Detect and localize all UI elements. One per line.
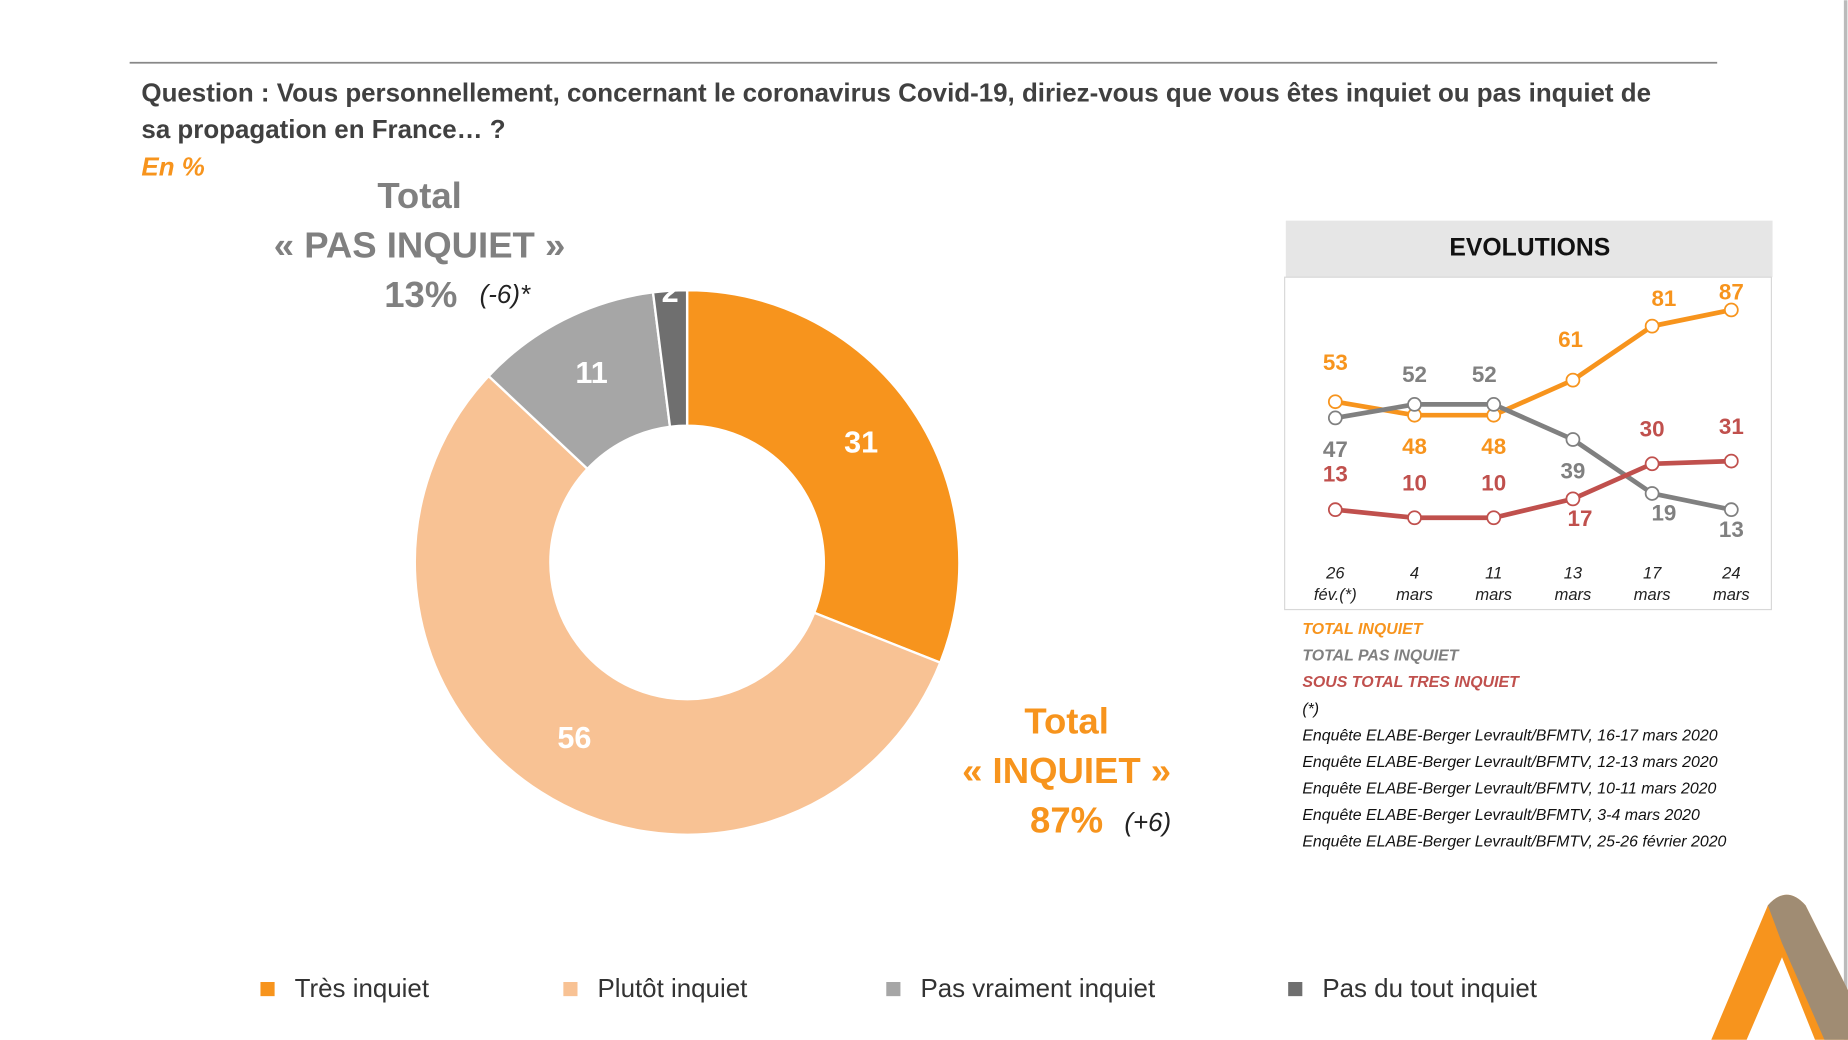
evolutions-header [1285, 220, 1773, 278]
slice-label: 11 [575, 356, 607, 390]
x-tick-label: 26 [1325, 565, 1345, 583]
x-tick-label: mars [1713, 586, 1750, 604]
question-line-1: Question : Vous personnellement, concern… [141, 79, 1651, 107]
annotation-name: « INQUIET » [962, 750, 1171, 791]
data-label: 87 [1719, 279, 1744, 304]
data-label: 52 [1402, 362, 1427, 387]
slice-label: 56 [557, 721, 591, 755]
data-label: 17 [1568, 506, 1593, 531]
point-marker [1327, 394, 1343, 410]
legend-label: Très inquiet [295, 975, 430, 1003]
legend-swatch [886, 982, 901, 997]
annotation-label: Total [377, 175, 462, 216]
series-line [1334, 307, 1732, 418]
point-marker [1565, 372, 1581, 388]
source-note: (*) [1302, 701, 1319, 718]
annotation-value: 13% [384, 274, 457, 315]
legend-label: SOUS TOTAL TRES INQUIET [1302, 674, 1520, 691]
evolutions-title: EVOLUTIONS [1449, 234, 1610, 261]
source-note: Enquête ELABE-Berger Levrault/BFMTV, 12-… [1302, 754, 1717, 771]
annotation-change: (+6) [1124, 809, 1171, 837]
series-line [1335, 458, 1732, 521]
point-marker [1723, 453, 1739, 469]
x-tick-label: 13 [1564, 565, 1583, 583]
point-marker [1486, 397, 1502, 412]
x-tick-label: mars [1475, 586, 1512, 604]
annotation-label: Total [1024, 701, 1109, 742]
data-label: 10 [1402, 471, 1427, 496]
donut-slice [413, 374, 942, 836]
point-marker [1644, 456, 1660, 472]
annotation-name: « PAS INQUIET » [274, 224, 566, 265]
series-line [1334, 402, 1732, 512]
point-marker [1644, 486, 1660, 501]
x-tick-label: 24 [1721, 565, 1740, 583]
point-marker [1565, 491, 1581, 507]
point-marker [1644, 318, 1660, 334]
evolutions-frame [1284, 276, 1772, 611]
legend-swatch [563, 982, 578, 997]
x-tick-label: 11 [1485, 565, 1502, 583]
x-tick-label: 4 [1410, 565, 1419, 583]
legend-label: Pas du tout inquiet [1322, 975, 1537, 1003]
legend-label: TOTAL INQUIET [1302, 621, 1423, 638]
data-label: 48 [1402, 434, 1427, 459]
legend-label: TOTAL PAS INQUIET [1302, 647, 1459, 664]
data-label: 48 [1481, 434, 1506, 459]
unit-note: En % [141, 154, 204, 182]
data-label: 39 [1560, 458, 1585, 483]
x-tick-label: mars [1396, 586, 1433, 604]
data-label: 30 [1640, 417, 1665, 442]
slice-label: 31 [844, 425, 878, 459]
x-tick-label: mars [1555, 586, 1592, 604]
point-marker [1327, 502, 1343, 518]
data-label: 10 [1481, 471, 1506, 496]
legend-label: Pas vraiment inquiet [920, 975, 1156, 1003]
data-label: 53 [1323, 350, 1348, 375]
slice-label: 2 [662, 275, 679, 309]
data-label: 47 [1323, 437, 1348, 462]
source-note: Enquête ELABE-Berger Levrault/BFMTV, 16-… [1302, 727, 1717, 744]
data-label: 61 [1558, 327, 1583, 352]
point-marker [1565, 432, 1581, 447]
annotation-change: (-6)* [480, 281, 531, 309]
donut-slice [685, 288, 961, 665]
data-label: 19 [1651, 501, 1676, 526]
point-marker [1407, 397, 1422, 412]
legend-swatch [1288, 982, 1303, 997]
source-note: Enquête ELABE-Berger Levrault/BFMTV, 10-… [1302, 781, 1716, 798]
data-label: 13 [1719, 517, 1744, 542]
point-marker [1486, 510, 1502, 526]
data-label: 31 [1719, 414, 1744, 439]
logo-shape [1767, 894, 1848, 1040]
data-label: 13 [1323, 461, 1348, 486]
x-tick-label: mars [1634, 586, 1671, 604]
point-marker [1723, 302, 1739, 318]
source-note: Enquête ELABE-Berger Levrault/BFMTV, 3-4… [1302, 807, 1700, 824]
point-marker [1723, 502, 1739, 518]
point-marker [1327, 410, 1343, 426]
legend-label: Plutôt inquiet [598, 975, 749, 1003]
source-note: Enquête ELABE-Berger Levrault/BFMTV, 25-… [1302, 834, 1726, 851]
point-marker [1407, 510, 1422, 526]
question-line-2: sa propagation en France… ? [141, 116, 505, 144]
data-label: 81 [1651, 286, 1676, 311]
x-tick-label: fév.(*) [1314, 586, 1357, 604]
annotation-value: 87% [1030, 800, 1103, 841]
donut-slice [651, 288, 689, 429]
legend-swatch [260, 982, 275, 997]
logo [1711, 894, 1848, 1040]
data-label: 52 [1472, 362, 1497, 387]
x-tick-label: 17 [1643, 565, 1662, 583]
